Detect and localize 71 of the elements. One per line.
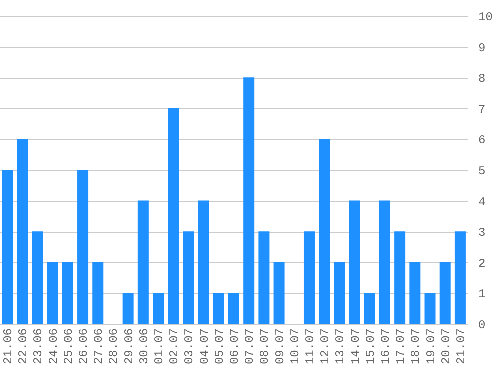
bar [213, 293, 224, 324]
x-tick-label: 02.07 [168, 328, 182, 365]
bar [62, 262, 74, 324]
x-tick-label: 01.07 [152, 328, 167, 365]
x-tick-label: 07.07 [243, 328, 258, 365]
bar [334, 262, 346, 324]
x-tick-label: 27.06 [92, 328, 106, 365]
bar [304, 232, 315, 324]
x-tick-label: 18.07 [409, 328, 424, 365]
bar [138, 200, 149, 324]
y-tick-label: 6 [478, 134, 486, 148]
x-tick-label: 28.06 [107, 328, 122, 365]
x-tick-label: 17.07 [394, 328, 408, 365]
x-tick-label: 12.07 [318, 328, 333, 365]
x-tick-label: 13.07 [334, 328, 348, 365]
y-tick-label: 3 [478, 226, 486, 240]
bar [2, 170, 14, 324]
y-tick-label: 10 [478, 10, 493, 24]
x-tick-label: 23.06 [32, 328, 46, 365]
y-tick-label: 1 [478, 288, 486, 302]
bar [32, 232, 44, 324]
x-tick-label: 19.07 [424, 328, 438, 365]
bar [17, 139, 28, 324]
bar [183, 232, 194, 324]
bar [198, 200, 210, 324]
x-tick-label: 11.07 [303, 328, 318, 365]
bar [244, 78, 255, 324]
x-tick-label: 09.07 [273, 328, 288, 365]
bar [228, 293, 240, 324]
x-tick-label: 25.06 [62, 328, 76, 365]
bar [274, 262, 285, 324]
x-tick-label: 06.07 [228, 328, 242, 365]
x-tick-label: 30.06 [137, 328, 152, 365]
bar [319, 139, 330, 324]
bar [78, 170, 89, 324]
bar [424, 293, 436, 324]
x-tick-label: 10.07 [288, 328, 302, 365]
y-tick-label: 4 [478, 195, 486, 210]
bar [364, 293, 376, 324]
x-tick-label: 24.06 [46, 328, 61, 365]
x-tick-label: 05.07 [212, 328, 227, 365]
x-tick-label: 14.07 [348, 328, 363, 365]
x-tick-label: 03.07 [182, 328, 197, 365]
bar [153, 293, 164, 324]
x-tick-label: 15.07 [364, 328, 378, 365]
bar [394, 232, 406, 324]
y-tick-label: 5 [478, 164, 486, 178]
bar [410, 262, 421, 324]
y-tick-label: 7 [478, 102, 486, 117]
x-tick-label: 21.06 [2, 328, 16, 365]
bar [379, 200, 390, 324]
x-tick-label: 04.07 [198, 328, 212, 365]
x-tick-label: 20.07 [439, 328, 454, 365]
x-tick-label: 08.07 [258, 328, 272, 365]
x-tick-label: 22.06 [16, 328, 31, 365]
y-tick-label: 9 [478, 41, 486, 56]
bar [92, 262, 104, 324]
x-tick-label: 21.07 [454, 328, 468, 365]
bar [122, 293, 134, 324]
y-tick-label: 2 [478, 256, 486, 271]
bar [258, 232, 270, 324]
y-tick-label: 8 [478, 72, 486, 86]
x-tick-label: 29.06 [122, 328, 136, 365]
y-tick-label: 0 [478, 318, 486, 332]
x-tick-label: 16.07 [378, 328, 393, 365]
bar [454, 232, 466, 324]
bar [440, 262, 451, 324]
bar [349, 200, 360, 324]
bar [47, 262, 58, 324]
x-tick-label: 26.06 [77, 328, 92, 365]
bar [168, 108, 180, 324]
